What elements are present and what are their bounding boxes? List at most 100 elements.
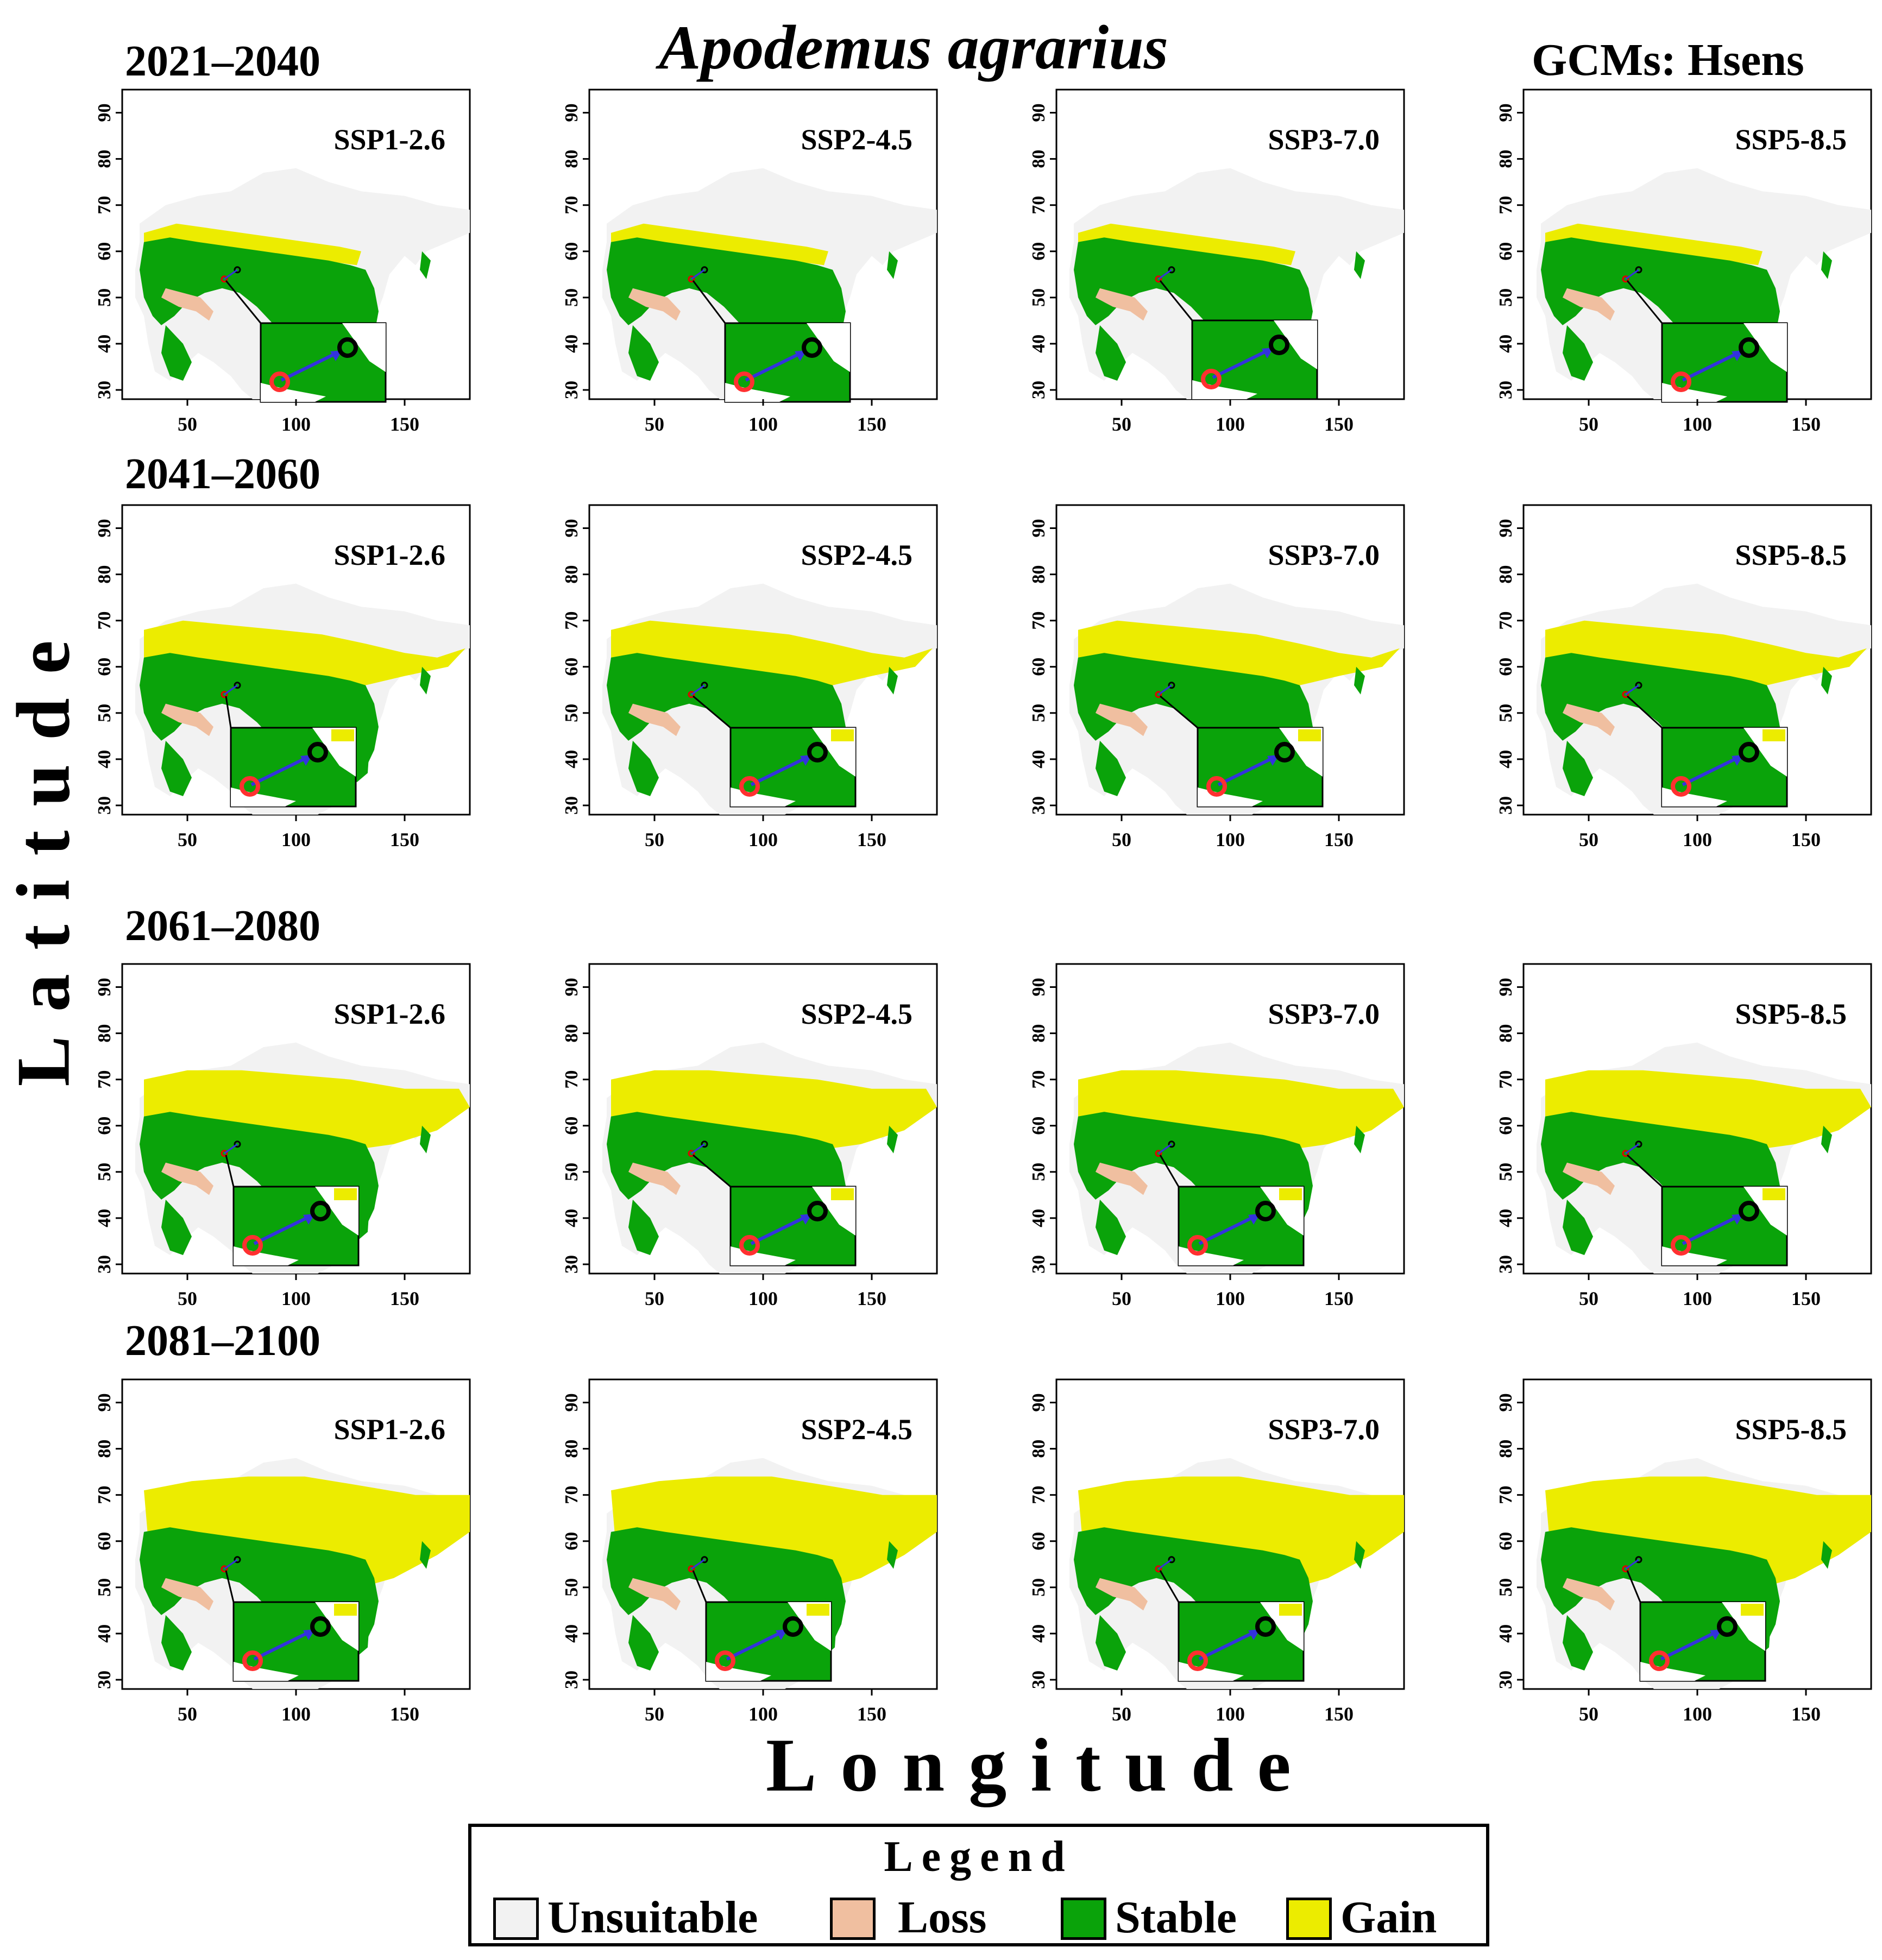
- inset-unsuitable: [1274, 320, 1317, 369]
- scenario-label: SSP5-8.5: [1735, 1413, 1847, 1446]
- period-label-2: 2041–2060: [125, 450, 320, 498]
- loss-area: [1563, 703, 1615, 736]
- x-tick-label: 50: [1112, 1288, 1131, 1309]
- x-tick-label: 150: [1324, 1288, 1354, 1309]
- inset-future-centroid: [1274, 742, 1295, 762]
- gain-area: [1545, 1476, 1871, 1587]
- y-tick-label: 30: [1496, 1255, 1516, 1274]
- gain-area: [611, 1070, 937, 1149]
- x-tick-label: 100: [281, 1288, 311, 1309]
- x-tick-label: 150: [1791, 829, 1821, 850]
- y-tick-label: 70: [1029, 196, 1049, 215]
- current-centroid-marker: [221, 275, 228, 283]
- y-tick-label: 50: [1496, 1578, 1516, 1597]
- future-centroid-marker: [701, 682, 708, 689]
- inset-shift-arrow: [1660, 1630, 1717, 1661]
- inset-leader-line: [1159, 280, 1193, 321]
- y-tick-label: 60: [1029, 242, 1049, 261]
- stable-area-south: [1096, 1199, 1126, 1255]
- x-tick-label: 150: [1791, 1288, 1821, 1309]
- y-tick-label: 50: [95, 1163, 115, 1181]
- shift-arrow: [691, 269, 705, 280]
- inset-current-centroid: [1671, 776, 1691, 797]
- y-tick-label: 50: [562, 288, 582, 307]
- stable-area-island: [420, 251, 431, 279]
- inset-leader-line: [1626, 280, 1663, 324]
- map-panel-1-3: SSP3-7.0 30 40 50 60 70 80 90 50 100 150: [1029, 89, 1405, 435]
- period-label-3: 2061–2080: [125, 902, 320, 950]
- figure-title: Apodemus agrarius: [659, 13, 1168, 83]
- shift-arrow: [1625, 1143, 1639, 1155]
- stable-area-south: [161, 1615, 192, 1671]
- inset-shift-arrow: [1682, 351, 1739, 382]
- zoom-inset: [1178, 1186, 1305, 1266]
- inset-gain-patch: [1763, 1188, 1785, 1200]
- y-tick-label: 50: [1029, 1578, 1049, 1597]
- map-panel-2-2: SSP2-4.5 30 40 50 60 70 80 90 50 100 150: [562, 504, 938, 850]
- stable-area-island: [887, 251, 898, 279]
- y-tick-label: 50: [1029, 288, 1049, 307]
- y-tick-label: 70: [95, 612, 115, 630]
- current-centroid-marker: [1622, 691, 1629, 698]
- inset-current-centroid: [1671, 371, 1691, 392]
- shift-arrow: [1625, 684, 1639, 696]
- inset-gain-patch: [1741, 1604, 1764, 1616]
- y-tick-label: 60: [1029, 1532, 1049, 1551]
- y-tick-label: 50: [1029, 1163, 1049, 1181]
- y-tick-label: 40: [1029, 1624, 1049, 1643]
- zoom-inset: [724, 322, 851, 403]
- y-tick-label: 90: [95, 1394, 115, 1412]
- y-tick-label: 90: [562, 1394, 582, 1412]
- inset-future-centroid: [802, 337, 822, 358]
- y-tick-label: 90: [562, 104, 582, 122]
- loss-area: [628, 288, 681, 321]
- y-tick-label: 40: [562, 1624, 582, 1643]
- y-tick-label: 50: [1496, 1163, 1516, 1181]
- loss-area: [1563, 1162, 1615, 1195]
- inset-future-centroid: [1717, 1616, 1738, 1637]
- x-tick-label: 50: [1579, 1288, 1598, 1309]
- y-tick-label: 40: [562, 1209, 582, 1227]
- inset-leader-line: [1626, 1154, 1663, 1188]
- y-tick-label: 60: [95, 1532, 115, 1551]
- loss-area: [161, 1162, 213, 1195]
- inset-current-centroid: [1649, 1650, 1670, 1671]
- x-tick-label: 100: [281, 413, 311, 435]
- current-centroid-marker: [1155, 691, 1162, 698]
- period-label-1: 2021–2040: [125, 37, 320, 85]
- y-tick-label: 80: [1029, 1440, 1049, 1458]
- x-tick-label: 150: [857, 413, 886, 435]
- stable-area-island: [1354, 1541, 1365, 1569]
- zoom-inset: [729, 1186, 857, 1266]
- inset-shift-arrow: [1212, 349, 1269, 379]
- zoom-inset: [1178, 1601, 1305, 1682]
- inset-leader-line: [1626, 1570, 1641, 1603]
- future-centroid-marker: [1168, 682, 1175, 689]
- x-tick-label: 50: [178, 413, 197, 435]
- future-centroid-marker: [1635, 1140, 1642, 1148]
- inset-shift-arrow: [1198, 1630, 1256, 1661]
- inset-leader-line: [692, 280, 726, 324]
- scenario-label: SSP3-7.0: [1268, 998, 1380, 1030]
- y-tick-label: 40: [1029, 1209, 1049, 1227]
- eurasia-map: [602, 1042, 937, 1274]
- map-panel-4-3: SSP3-7.0 30 40 50 60 70 80 90 50 100 150: [1029, 1378, 1405, 1725]
- stable-area-island: [420, 666, 431, 695]
- shift-arrow: [691, 684, 705, 696]
- current-centroid-marker: [688, 1150, 695, 1157]
- inset-future-centroid: [807, 1201, 828, 1221]
- y-tick-label: 70: [95, 1486, 115, 1504]
- zoom-inset: [1661, 1186, 1788, 1266]
- y-tick-label: 60: [1496, 658, 1516, 676]
- y-tick-label: 90: [562, 978, 582, 997]
- y-tick-label: 80: [562, 1440, 582, 1458]
- y-tick-label: 60: [1029, 658, 1049, 676]
- x-tick-label: 100: [1683, 413, 1712, 435]
- zoom-inset: [260, 322, 387, 403]
- x-tick-label: 50: [1579, 1703, 1598, 1725]
- stable-area-south: [1096, 1615, 1126, 1671]
- gain-area: [1078, 223, 1295, 266]
- current-centroid-marker: [1155, 1150, 1162, 1157]
- loss-area: [628, 1578, 681, 1611]
- inset-future-centroid: [783, 1616, 803, 1637]
